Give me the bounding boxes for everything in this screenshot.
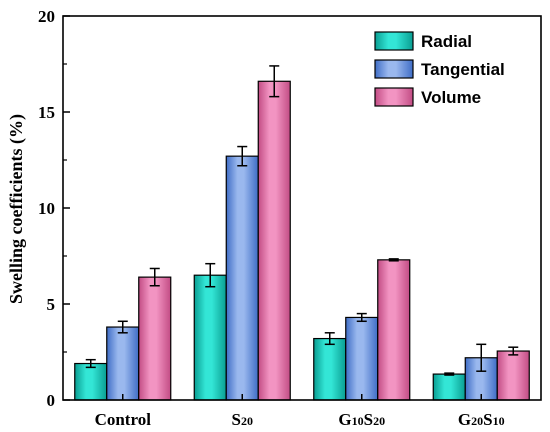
y-axis-title: Swelling coefficients (%) — [6, 114, 27, 304]
legend-label-radial: Radial — [421, 32, 472, 51]
legend-label-volume: Volume — [421, 88, 481, 107]
x-tick-label-s20: S20 — [232, 410, 253, 429]
errorbar-s20-tangential — [237, 145, 248, 167]
bar-g10s20-radial — [313, 337, 347, 401]
bar-s20-tangential — [225, 155, 259, 401]
errorbar-g20s10-tangential — [476, 343, 487, 372]
legend-swatch-volume — [374, 87, 414, 107]
errorbar-control-tangential — [117, 320, 128, 334]
bar-control-tangential — [106, 326, 140, 401]
bar-control-radial — [74, 362, 108, 401]
legend: Radial Tangential Volume — [374, 31, 505, 107]
errorbar-g10s20-radial — [324, 332, 335, 346]
errorbar-control-volume — [149, 267, 160, 287]
errorbar-control-radial — [85, 358, 96, 369]
x-tick-label-g20s10: G20S10 — [458, 410, 505, 429]
legend-label-tangential: Tangential — [421, 60, 505, 79]
y-tick-label: 0 — [47, 391, 56, 410]
errorbar-g10s20-volume — [388, 258, 399, 262]
y-tick-label: 10 — [38, 199, 55, 218]
bar-g20s10-radial — [432, 373, 466, 401]
legend-swatch-tangential — [374, 59, 414, 79]
axes-layer: 0 5 10 15 20 Control S20 G10S20 G20S10 — [38, 7, 542, 429]
bar-control-volume — [138, 276, 172, 401]
legend-swatch-radial — [374, 31, 414, 51]
errorbar-g20s10-volume — [508, 346, 519, 356]
errorbar-g10s20-tangential — [356, 312, 367, 323]
bar-g10s20-tangential — [345, 316, 379, 401]
y-tick-label: 20 — [38, 7, 55, 26]
bar-s20-radial — [193, 274, 227, 401]
errorbar-g20s10-radial — [444, 372, 455, 376]
y-tick-label: 15 — [38, 103, 55, 122]
errorbar-s20-volume — [269, 65, 280, 98]
x-tick-label-control: Control — [95, 410, 152, 429]
bar-s20-volume — [257, 80, 291, 401]
errorbar-s20-radial — [205, 262, 216, 288]
x-tick-label-g10s20: G10S20 — [338, 410, 385, 429]
bar-g10s20-volume — [377, 259, 411, 401]
bar-g20s10-volume — [496, 350, 530, 401]
y-tick-label: 5 — [47, 295, 56, 314]
bars-layer — [74, 65, 530, 401]
